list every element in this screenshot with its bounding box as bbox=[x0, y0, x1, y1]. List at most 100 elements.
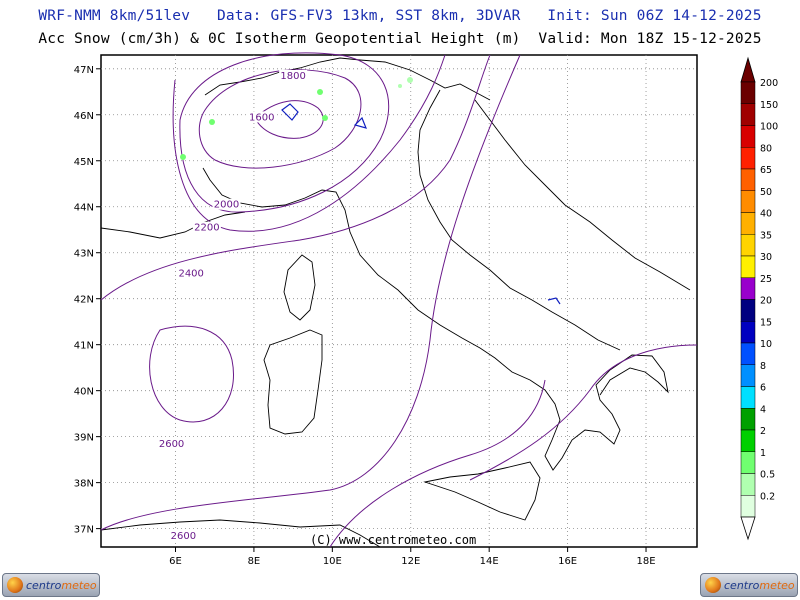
colorbar-bottom-arrow bbox=[740, 516, 756, 541]
colorbar-swatch bbox=[740, 321, 756, 344]
colorbar-top-arrow bbox=[740, 56, 756, 83]
lat-label: 39N bbox=[74, 433, 94, 444]
colorbar-label: 150 bbox=[760, 100, 778, 111]
lon-label: 18E bbox=[637, 556, 656, 567]
lake-blue bbox=[281, 103, 299, 121]
colorbar-swatch bbox=[740, 451, 756, 474]
colorbar-label: 15 bbox=[760, 317, 772, 328]
lat-label: 44N bbox=[74, 203, 94, 214]
colorbar-label: 30 bbox=[760, 252, 772, 263]
colorbar-swatch bbox=[740, 190, 756, 213]
snow-patch bbox=[180, 154, 186, 160]
colorbar-swatch bbox=[740, 277, 756, 300]
corsica bbox=[283, 254, 316, 321]
coastlines bbox=[100, 57, 691, 548]
colorbar-label: 0.5 bbox=[760, 470, 775, 481]
lat-label: 45N bbox=[74, 157, 94, 168]
isotherm-contours bbox=[100, 52, 698, 548]
contour-3000-east bbox=[469, 344, 698, 481]
contour-2600-west bbox=[149, 325, 234, 423]
colorbar-label: 25 bbox=[760, 274, 772, 285]
contour-label-bg bbox=[157, 437, 186, 449]
colorbar-label: 80 bbox=[760, 143, 772, 154]
contour-label: 2600 bbox=[159, 439, 184, 450]
colorbar-label: 200 bbox=[760, 78, 778, 89]
colorbar-swatch bbox=[740, 125, 756, 148]
logo-text: centrometeo bbox=[26, 578, 97, 592]
colorbar-label: 65 bbox=[760, 165, 772, 176]
sicily bbox=[423, 461, 541, 521]
map-frame bbox=[100, 54, 698, 548]
snow-patches bbox=[180, 77, 561, 305]
lat-label: 38N bbox=[74, 479, 94, 490]
colorbar-swatch bbox=[740, 408, 756, 431]
colorbar-swatch bbox=[740, 386, 756, 409]
contour-label: 1600 bbox=[249, 112, 274, 123]
contour-label-bg bbox=[279, 69, 308, 81]
colorbar-swatch bbox=[740, 364, 756, 387]
colorbar-label: 4 bbox=[760, 404, 766, 415]
lon-label: 16E bbox=[558, 556, 577, 567]
colorbar-label: 6 bbox=[760, 383, 766, 394]
contour-label-bg bbox=[247, 111, 276, 123]
contour-2400 bbox=[100, 54, 491, 301]
lat-label: 46N bbox=[74, 111, 94, 122]
globe-icon bbox=[7, 577, 23, 593]
colorbar-swatch bbox=[740, 473, 756, 496]
colorbar-label: 20 bbox=[760, 296, 772, 307]
contour-2800-south bbox=[329, 379, 546, 548]
logo-text: centrometeo bbox=[724, 578, 795, 592]
contour-label: 2200 bbox=[194, 223, 219, 234]
colorbar-label: 50 bbox=[760, 187, 772, 198]
colorbar: 200 150 100 80 65 50 40 35 30 25 20 15 10 8 6 4 2 1 0.5 0.2 bbox=[740, 56, 778, 541]
axis-labels: 47N 46N 45N 44N 43N 42N 41N 40N 39N 38N 37N 6E 8E 10E… bbox=[74, 65, 656, 567]
snow-patch bbox=[317, 89, 323, 95]
contour-label: 2000 bbox=[214, 200, 239, 211]
lon-label: 12E bbox=[401, 556, 420, 567]
contour-2600-south bbox=[100, 54, 521, 531]
axis-ticks bbox=[96, 68, 647, 552]
lon-label: 8E bbox=[248, 556, 261, 567]
colorbar-swatch bbox=[740, 299, 756, 322]
colorbar-label: 8 bbox=[760, 361, 766, 372]
lat-label: 42N bbox=[74, 295, 94, 306]
centrometeo-logo-left[interactable]: centrometeo bbox=[2, 573, 100, 597]
contour-label: 2600 bbox=[171, 531, 196, 542]
lat-label: 43N bbox=[74, 249, 94, 260]
colorbar-swatch bbox=[740, 255, 756, 278]
contour-label: 1800 bbox=[280, 71, 305, 82]
italy-west-coast bbox=[202, 167, 669, 471]
colorbar-swatch bbox=[740, 234, 756, 257]
france-coast bbox=[100, 211, 246, 239]
snow-contour-blue bbox=[547, 297, 561, 305]
header-line-1: WRF-NMM 8km/51lev Data: GFS-FV3 13km, SS… bbox=[38, 8, 762, 24]
lon-label: 10E bbox=[323, 556, 342, 567]
contour-labels: 1800 1600 2000 2200 2400 2600 2600 bbox=[157, 69, 308, 542]
colorbar-swatch bbox=[740, 429, 756, 452]
colorbar-label: 0.2 bbox=[760, 491, 775, 502]
contour-label-bg bbox=[212, 198, 241, 210]
colorbar-swatch bbox=[740, 168, 756, 191]
africa-coast bbox=[100, 519, 381, 548]
snow-patch bbox=[322, 115, 328, 121]
contour-label-bg bbox=[169, 529, 198, 541]
copyright-text: (C) www.centrometeo.com bbox=[310, 533, 477, 547]
contour-label-bg bbox=[192, 221, 221, 233]
colorbar-swatch bbox=[740, 212, 756, 235]
lat-label: 47N bbox=[74, 65, 94, 76]
lat-label: 40N bbox=[74, 387, 94, 398]
lon-label: 6E bbox=[169, 556, 182, 567]
centrometeo-logo-right[interactable]: centrometeo bbox=[700, 573, 798, 597]
sardinia bbox=[263, 329, 323, 435]
lake-blue bbox=[353, 116, 368, 129]
colorbar-swatch bbox=[740, 495, 756, 518]
contour-2200 bbox=[172, 54, 446, 232]
lon-label: 14E bbox=[480, 556, 499, 567]
contour-label-bg bbox=[177, 267, 206, 279]
snow-patch bbox=[398, 84, 402, 88]
colorbar-swatch bbox=[740, 147, 756, 170]
colorbar-label: 100 bbox=[760, 122, 778, 133]
lat-label: 37N bbox=[74, 525, 94, 536]
colorbar-label: 1 bbox=[760, 448, 766, 459]
